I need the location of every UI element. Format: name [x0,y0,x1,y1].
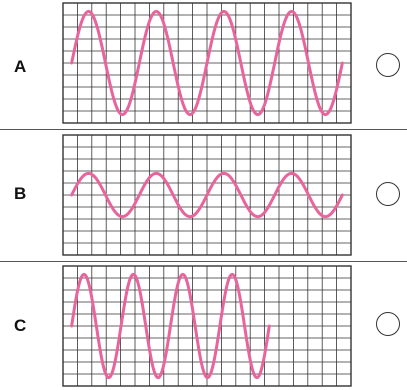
divider-2 [0,261,407,262]
option-label-c: C [14,316,27,335]
waveform [70,9,344,117]
oscilloscope-screen-a [62,2,352,124]
answer-circle-b[interactable] [376,182,400,206]
option-label-a: A [14,57,27,76]
option-label-b: B [14,184,27,203]
oscilloscope-screen-c [62,265,352,387]
oscilloscope-screen-b [62,134,352,256]
answer-circle-c[interactable] [376,312,400,336]
waveform [70,272,271,380]
divider-1 [0,129,407,130]
waveform [70,171,344,219]
answer-circle-a[interactable] [376,53,400,77]
